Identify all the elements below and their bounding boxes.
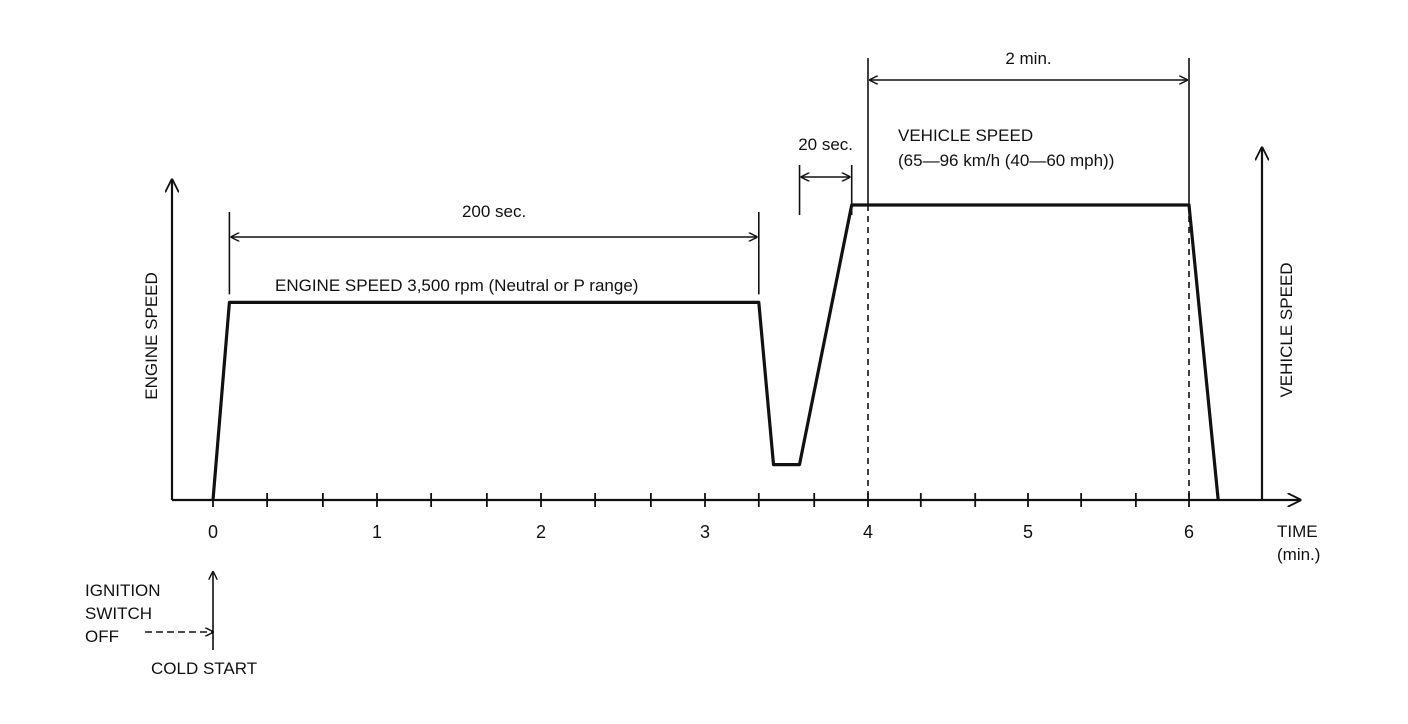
dimension-label: 20 sec. bbox=[798, 135, 853, 154]
x-axis-label-line2: (min.) bbox=[1277, 545, 1320, 564]
x-tick-label: 2 bbox=[536, 522, 546, 542]
y-axis-label-right: VEHICLE SPEED bbox=[1277, 262, 1296, 397]
ignition-label-line3: OFF bbox=[85, 627, 119, 646]
engine-speed-label: ENGINE SPEED 3,500 rpm (Neutral or P ran… bbox=[275, 276, 638, 295]
x-axis-label-line1: TIME bbox=[1277, 522, 1318, 541]
vehicle-speed-label-line1: VEHICLE SPEED bbox=[898, 126, 1033, 145]
speed-trace bbox=[211, 203, 1220, 501]
x-tick-labels: 0 1 2 3 4 5 6 bbox=[208, 522, 1194, 542]
dimension-label: 2 min. bbox=[1005, 49, 1051, 68]
y-axis-label-left: ENGINE SPEED bbox=[142, 272, 161, 400]
ignition-label-line1: IGNITION bbox=[85, 581, 161, 600]
x-tick-label: 6 bbox=[1184, 522, 1194, 542]
dimension-lines: 200 sec. 20 sec. 2 min. bbox=[228, 49, 1190, 295]
reference-lines bbox=[867, 205, 1190, 500]
x-tick-label: 0 bbox=[208, 522, 218, 542]
ignition-label-line2: SWITCH bbox=[85, 604, 152, 623]
x-tick-label: 3 bbox=[700, 522, 710, 542]
cold-start-label: COLD START bbox=[151, 659, 257, 678]
x-tick-label: 4 bbox=[863, 522, 873, 542]
vehicle-speed-label-line2: (65—96 km/h (40—60 mph)) bbox=[898, 151, 1114, 170]
x-tick-label: 5 bbox=[1023, 522, 1033, 542]
dimension-label: 200 sec. bbox=[462, 202, 526, 221]
x-tick-label: 1 bbox=[372, 522, 382, 542]
